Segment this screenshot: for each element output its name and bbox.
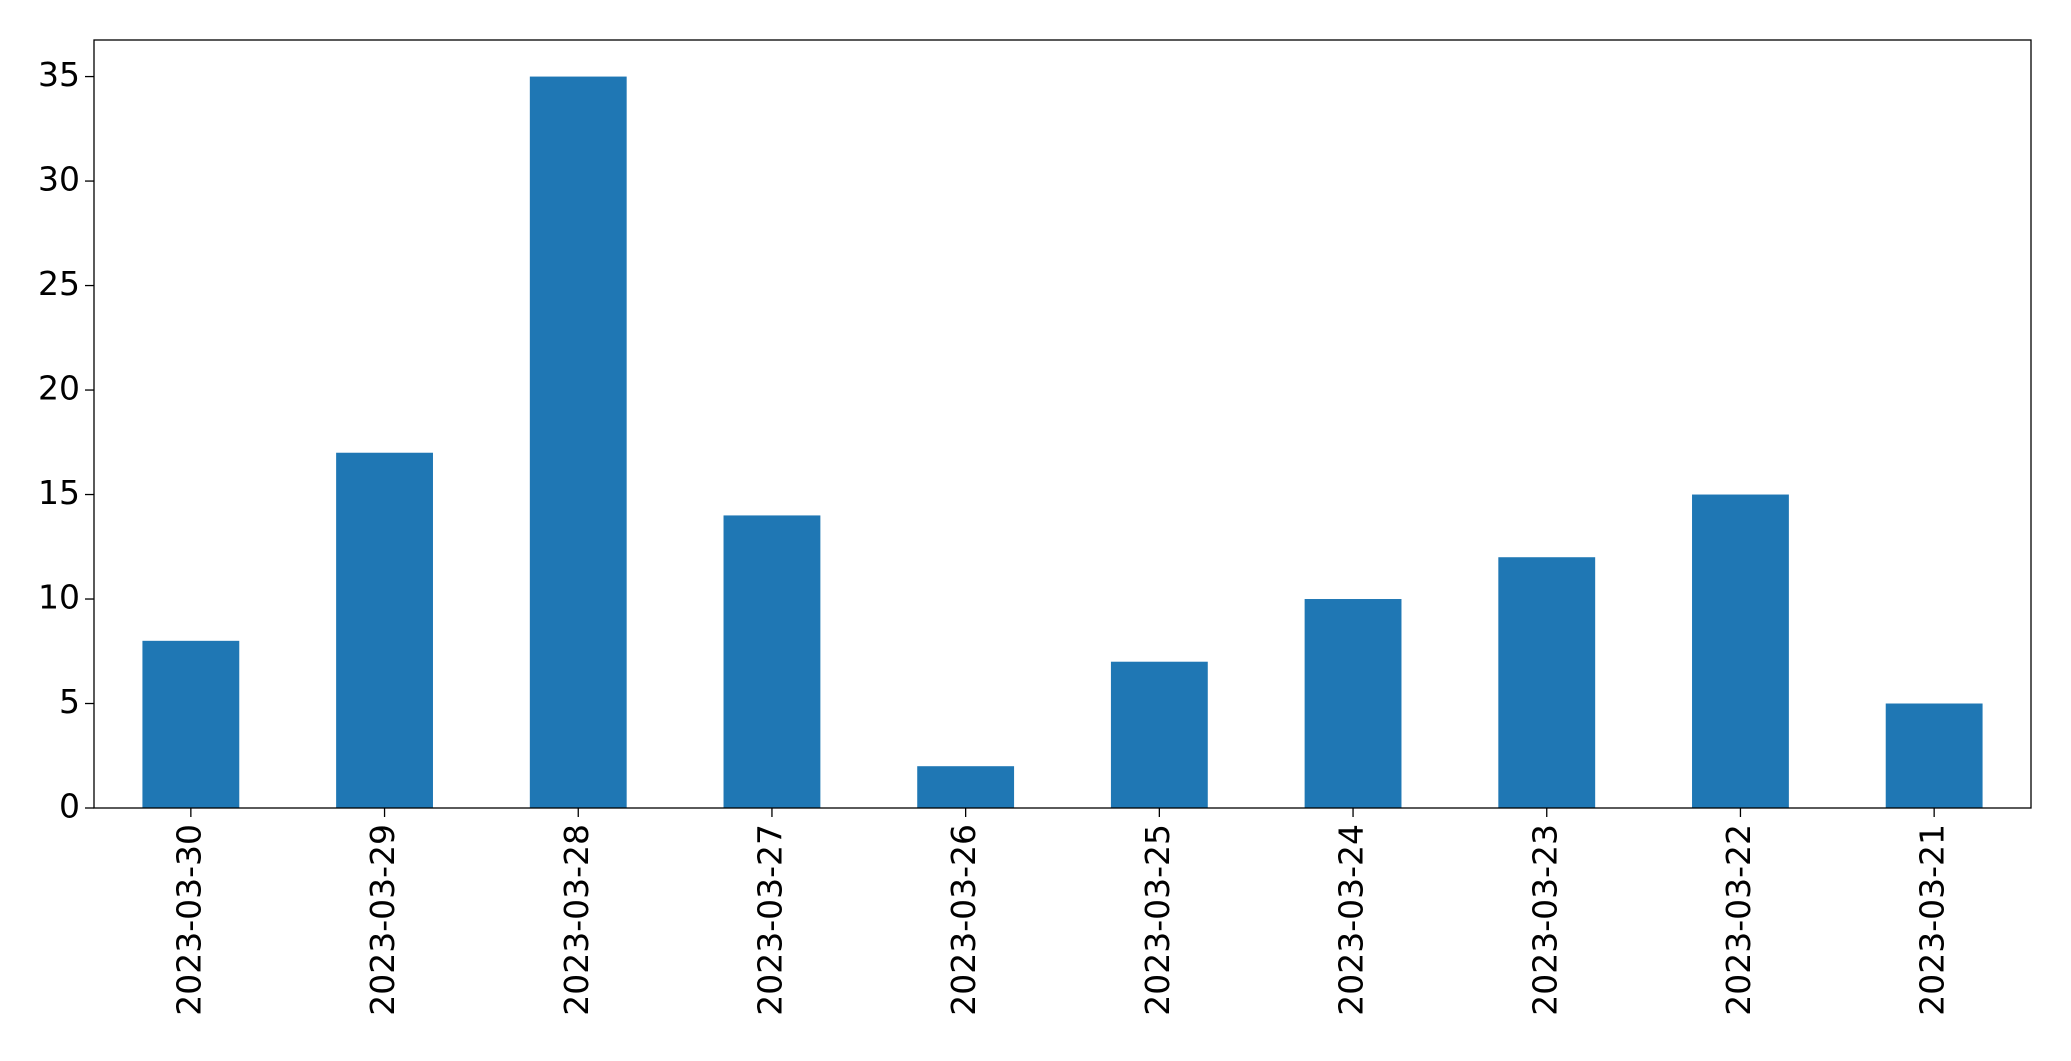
y-tick-label: 15 — [38, 473, 80, 512]
bar — [1885, 703, 1983, 808]
bar — [336, 452, 433, 808]
y-tick-label: 10 — [38, 578, 80, 617]
bar — [529, 76, 627, 809]
bar — [1304, 599, 1402, 808]
x-tick-label: 2023-03-27 — [750, 824, 789, 1016]
bar — [1692, 494, 1789, 808]
x-tick-label: 2023-03-24 — [1332, 824, 1371, 1016]
bar — [142, 640, 240, 808]
y-tick-label: 35 — [38, 55, 80, 94]
x-tick-label: 2023-03-30 — [169, 824, 208, 1016]
x-tick-label: 2023-03-22 — [1719, 824, 1758, 1016]
x-tick-label: 2023-03-28 — [557, 824, 596, 1016]
y-tick-label: 0 — [59, 787, 80, 826]
y-tick-label: 30 — [38, 160, 80, 199]
x-tick-label: 2023-03-29 — [363, 824, 402, 1016]
bar — [723, 515, 821, 808]
x-tick-label: 2023-03-21 — [1913, 824, 1952, 1016]
y-tick-label: 5 — [59, 682, 80, 721]
y-tick-label: 20 — [38, 369, 80, 408]
bar — [917, 766, 1015, 808]
plot-frame — [93, 39, 2032, 809]
x-tick-label: 2023-03-25 — [1138, 824, 1177, 1016]
x-tick-label: 2023-03-26 — [944, 824, 983, 1016]
bar — [1110, 661, 1208, 808]
y-tick-label: 25 — [38, 264, 80, 303]
bar — [1498, 557, 1596, 808]
x-tick-label: 2023-03-23 — [1525, 824, 1564, 1016]
